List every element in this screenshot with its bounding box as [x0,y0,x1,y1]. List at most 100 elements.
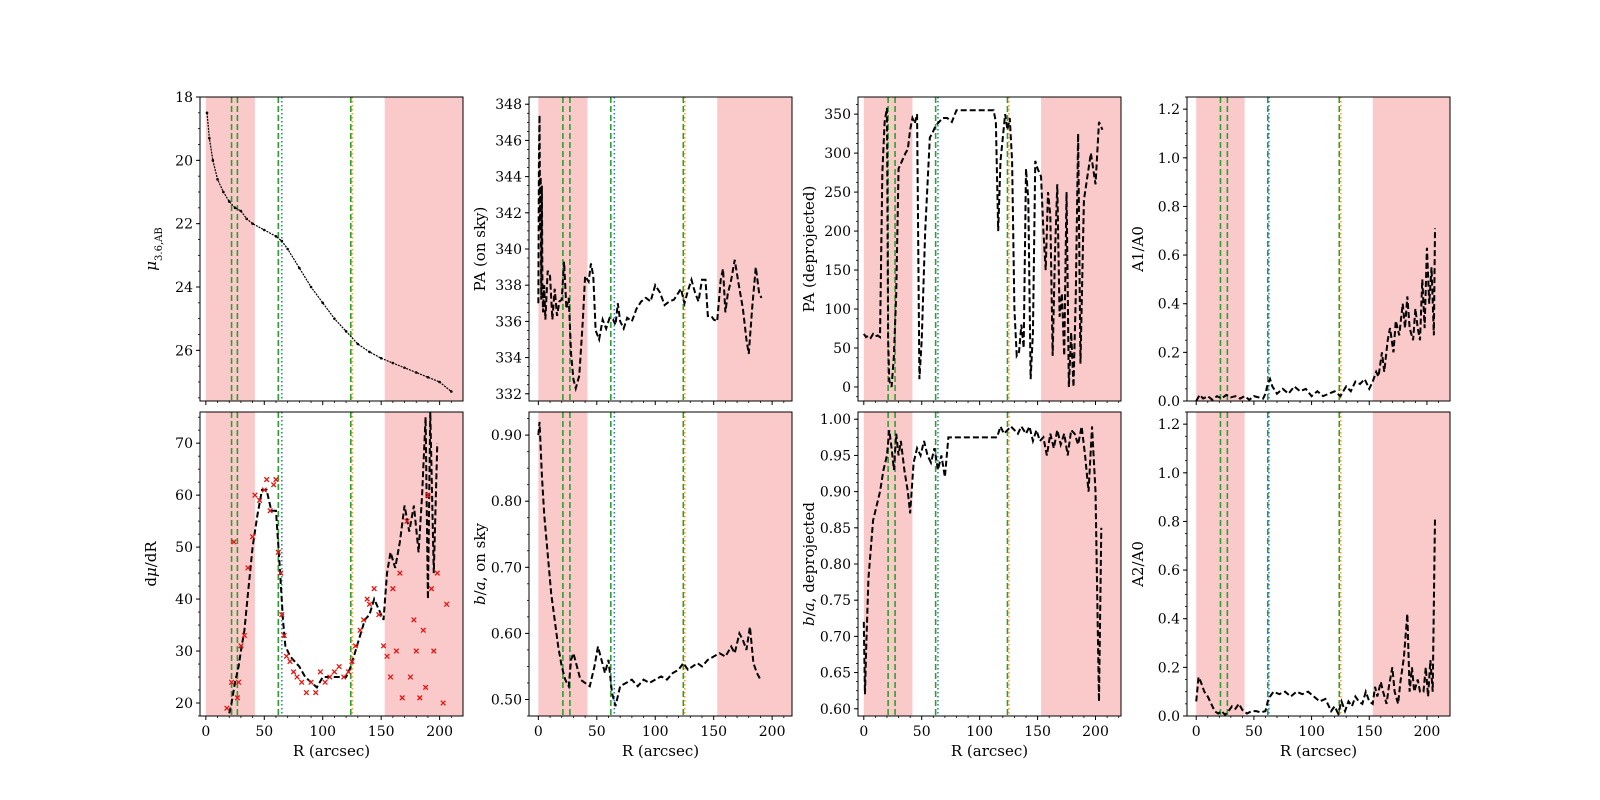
data-point-39 [364,596,370,602]
y-tick-label: 26 [175,343,193,359]
x-tick-label: 150 [1356,724,1383,740]
x-tick-label: 200 [759,724,786,740]
data-point-44 [384,653,390,659]
y-tick-label: 70 [175,436,193,452]
data-point-9 [251,222,254,225]
y-tick-label: 100 [824,302,851,318]
y-tick-label: 336 [495,314,522,330]
x-tick-label: 100 [966,724,993,740]
data-point-9 [252,492,258,498]
data-point-6 [233,206,237,210]
y-tick-label: 40 [175,592,193,608]
y-tick-label: 338 [495,278,522,294]
data-point-26 [308,679,314,685]
data-point-14 [270,481,277,488]
x-tick-label: 0 [534,724,543,740]
data-point-60 [434,570,441,576]
data-point-18 [344,330,348,333]
data-point-1 [208,136,211,140]
y-tick-label: 0.0 [1158,709,1180,725]
data-point-53 [413,648,420,654]
y-tick-label: 50 [175,540,193,556]
data-point-12 [263,476,270,483]
axes-frame [199,96,464,402]
data-point-12 [280,239,284,243]
data-point-47 [393,648,400,654]
y-tick-label: 0.8 [1158,514,1180,530]
data-point-24 [414,371,418,374]
data-point-20 [283,653,290,659]
data-point-14 [298,266,301,270]
y-tick-label: 18 [175,90,193,106]
data-point-3 [216,178,219,181]
y-tick-label: 20 [175,153,193,169]
y-tick-label: 0.85 [820,521,851,537]
y-tick-label: 0.70 [491,560,522,576]
data-point-8 [249,533,256,540]
data-point-3 [234,695,241,701]
x-tick-label: 150 [368,724,395,740]
shaded-region-1 [1372,97,1450,401]
series-line [862,107,1104,388]
data-point-30 [326,674,333,680]
y-tick-label: 0.6 [1158,563,1180,579]
data-point-36 [352,643,359,649]
data-point-34 [345,669,352,675]
x-tick-label: 50 [913,724,931,740]
x-tick-label: 200 [1414,724,1441,740]
data-point-19 [356,342,360,346]
data-point-61 [440,700,446,706]
data-point-42 [376,611,382,618]
data-point-27 [312,689,319,696]
x-tick-label: 0 [201,724,210,740]
y-tick-label: 50 [833,341,851,357]
y-tick-label: 0.60 [820,702,851,718]
shaded-region-0 [205,97,255,401]
y-tick-label: 0.80 [491,494,522,510]
data-point-21 [287,658,293,665]
data-point-28 [317,669,324,675]
data-point-13 [286,247,289,251]
data-point-54 [416,695,423,701]
y-axis-label: μ3.6,AB [142,227,165,270]
y-tick-label: 0.95 [820,448,851,464]
y-tick-label: 0.4 [1158,297,1180,313]
y-tick-label: 1.2 [1158,102,1180,118]
panel-ba_deproj: 0.60 0.65 0.70 0.75 0.80 0.85 0.90 0.95 1.00 0 50 1… [800,411,1122,760]
y-tick-label: 0.2 [1158,345,1180,361]
data-point-51 [407,674,414,680]
y-tick-label: 346 [495,133,522,149]
y-tick-label: 22 [175,217,193,233]
y-axis-label: PA (on sky) [471,207,489,292]
data-point-17 [277,570,284,576]
y-tick-label: 250 [824,185,851,201]
y-axis-label: b/a, deprojected [800,502,818,626]
panel-a1: 0.0 0.2 0.4 0.6 0.8 1.0 1.2 A1/A0 [1129,96,1451,410]
x-tick-label: 150 [1024,724,1051,740]
shaded-region-1 [717,97,792,401]
y-tick-label: 344 [495,170,522,186]
y-tick-label: 1.00 [820,412,851,428]
data-point-27 [450,390,453,393]
data-point-52 [411,617,417,623]
data-point-2 [231,539,237,545]
data-point-11 [274,235,278,238]
x-tick-label: 100 [642,724,669,740]
y-tick-label: 20 [175,696,193,712]
data-point-46 [390,585,396,592]
y-tick-label: 1.0 [1158,151,1180,167]
y-tick-label: 350 [824,107,851,123]
x-tick-label: 100 [309,724,336,740]
panel-sb: 18 20 22 24 26 μ3.6,AB [142,90,464,405]
data-point-32 [336,663,342,670]
x-tick-label: 100 [1298,724,1325,740]
data-point-18 [279,611,285,618]
y-tick-label: 0.70 [820,629,851,645]
panel-ba_sky: 0.50 0.60 0.70 0.80 0.90 0 50 100 150 200 b/a, on … [471,411,793,760]
data-point-11 [261,487,268,493]
y-tick-label: 0.0 [1158,394,1180,410]
y-tick-label: 0.65 [820,666,851,682]
y-tick-label: 0 [842,380,851,396]
data-point-22 [391,361,395,365]
